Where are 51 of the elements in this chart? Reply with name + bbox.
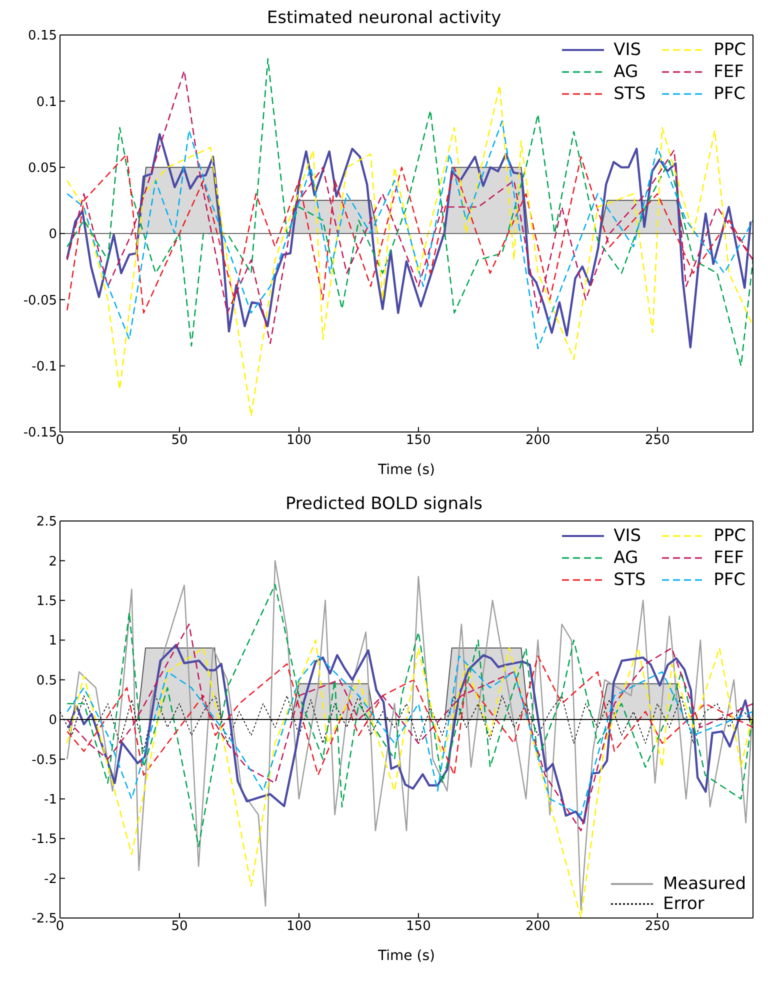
legend-label: PFC xyxy=(714,570,746,590)
y-tick-label: -2 xyxy=(44,872,57,887)
y-tick-label: -1 xyxy=(44,792,57,808)
y-tick-label: 1.5 xyxy=(36,594,57,610)
legend-label: Error xyxy=(662,894,704,914)
y-tick-label: 0.1 xyxy=(36,94,57,110)
y-tick-label: 2.5 xyxy=(36,514,57,530)
x-tick-label: 200 xyxy=(526,433,550,448)
y-tick-label: -1.5 xyxy=(32,832,57,848)
x-tick-label: 50 xyxy=(171,433,188,448)
x-tick-label: 100 xyxy=(286,433,312,448)
legend-label: Measured xyxy=(662,874,746,894)
x-tick-label: 250 xyxy=(645,919,670,934)
x-tick-label: 100 xyxy=(286,919,312,934)
y-tick-label: 0.05 xyxy=(28,160,57,176)
y-tick-label: 0.15 xyxy=(28,28,57,44)
x-axis-title: Time (s) xyxy=(377,948,435,964)
y-tick-label: -0.15 xyxy=(23,426,57,441)
x-tick-label: 50 xyxy=(171,919,188,934)
legend-label: AG xyxy=(614,548,638,568)
line-series xyxy=(66,584,753,848)
legend-label: STS xyxy=(614,84,646,104)
x-tick-label: 200 xyxy=(526,919,550,934)
legend-label: PPC xyxy=(714,526,746,546)
y-tick-label: 0 xyxy=(48,713,57,728)
y-tick-label: -2.5 xyxy=(32,912,57,927)
line-series xyxy=(66,655,753,776)
legend-label: FEF xyxy=(714,62,744,82)
x-tick-label: 150 xyxy=(406,919,431,934)
chart-title: Estimated neuronal activity xyxy=(266,8,502,30)
line-series xyxy=(66,84,753,417)
y-tick-label: -0.1 xyxy=(32,359,57,374)
x-tick-label: 150 xyxy=(406,433,431,448)
chart-title: Predicted BOLD signals xyxy=(284,494,484,516)
legend-label: STS xyxy=(614,570,646,590)
y-tick-label: -0.5 xyxy=(32,752,57,768)
legend-label: PPC xyxy=(714,40,746,60)
y-tick-label: 0 xyxy=(48,227,57,242)
legend-label: AG xyxy=(614,62,638,82)
y-tick-label: 0.5 xyxy=(36,673,57,688)
x-axis-title: Time (s) xyxy=(377,462,435,478)
x-tick-label: 250 xyxy=(645,433,670,448)
y-tick-label: 1 xyxy=(48,634,57,649)
y-tick-label: 2 xyxy=(48,554,57,570)
line-series xyxy=(66,153,753,314)
legend-label: VIS xyxy=(614,40,642,60)
line-series xyxy=(66,639,753,918)
legend-label: FEF xyxy=(714,548,744,568)
y-tick-label: -0.05 xyxy=(23,293,57,308)
legend-label: PFC xyxy=(714,84,746,104)
legend-label: VIS xyxy=(614,526,642,546)
